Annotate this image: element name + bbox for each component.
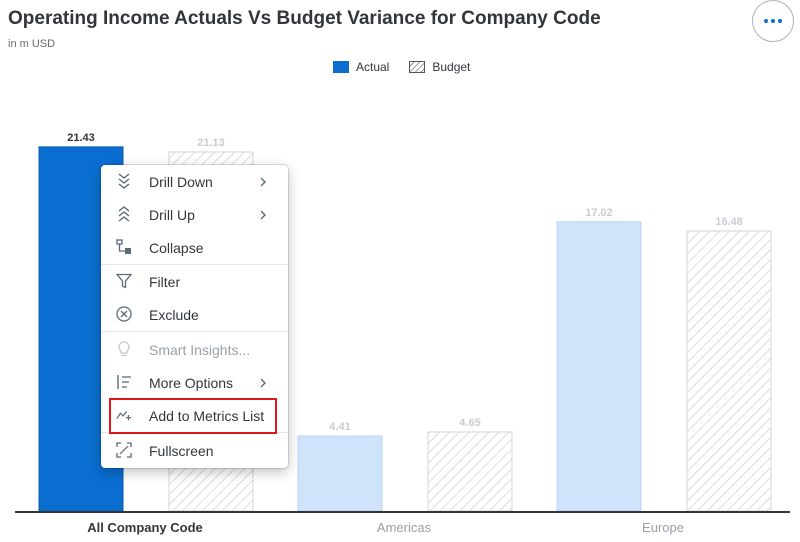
category-label-2[interactable]: Europe: [642, 520, 684, 535]
chevron-right-icon: [259, 208, 267, 220]
legend-item-budget[interactable]: Budget: [409, 60, 470, 74]
menu-item-label: Smart Insights...: [149, 341, 251, 358]
chart-title: Operating Income Actuals Vs Budget Varia…: [8, 8, 601, 29]
menu-separator: [101, 264, 288, 265]
menu-item-filter[interactable]: Filter: [101, 265, 288, 298]
menu-item-label: Add to Metrics List: [149, 407, 265, 424]
lightbulb-icon: [116, 341, 132, 357]
more-options-button[interactable]: [752, 0, 794, 42]
menu-item-label: More Options: [149, 374, 234, 391]
category-label-0[interactable]: All Company Code: [87, 520, 203, 535]
legend-item-actual[interactable]: Actual: [333, 60, 389, 74]
menu-item-fullscreen[interactable]: Fullscreen: [101, 434, 288, 467]
chart-subtitle: in m USD: [8, 38, 56, 50]
add-metric-icon: [116, 407, 132, 423]
exclude-icon: [116, 306, 132, 322]
more-options-icon: [116, 374, 132, 390]
drill-up-icon: [116, 206, 132, 222]
chevron-right-icon: [259, 175, 267, 187]
filter-icon: [116, 273, 132, 289]
menu-item-label: Fullscreen: [149, 442, 214, 459]
data-label-budget-1: 4.65: [459, 417, 480, 429]
legend-swatch-actual: [333, 61, 349, 73]
menu-separator: [101, 331, 288, 332]
menu-item-label: Exclude: [149, 306, 199, 323]
menu-item-more-options[interactable]: More Options: [101, 366, 288, 399]
menu-item-label: Drill Down: [149, 173, 213, 190]
legend-swatch-budget: [409, 61, 426, 73]
bar-actual-2[interactable]: [556, 221, 642, 512]
category-label-1[interactable]: Americas: [377, 520, 432, 535]
menu-item-label: Filter: [149, 273, 181, 290]
data-label-actual-0: 21.43: [67, 132, 95, 144]
legend-label-actual: Actual: [356, 60, 390, 74]
menu-item-label: Collapse: [149, 239, 204, 256]
menu-item-drill-up[interactable]: Drill Up: [101, 198, 288, 231]
chevron-right-icon: [259, 376, 267, 388]
menu-item-add-to-metrics-list[interactable]: Add to Metrics List: [101, 399, 288, 432]
menu-item-exclude[interactable]: Exclude: [101, 298, 288, 331]
more-horizontal-icon: [764, 19, 782, 23]
data-label-actual-1: 4.41: [329, 421, 350, 433]
data-label-budget-2: 16.48: [715, 216, 743, 228]
data-label-budget-0: 21.13: [197, 137, 225, 149]
fullscreen-icon: [116, 442, 132, 458]
drill-down-icon: [116, 173, 132, 189]
collapse-icon: [116, 239, 132, 255]
context-menu: Drill Down Drill Up Collapse Filter Exclude S…: [101, 165, 288, 468]
menu-item-label: Drill Up: [149, 206, 195, 223]
menu-item-drill-down[interactable]: Drill Down: [101, 165, 288, 198]
bar-budget-1[interactable]: [427, 431, 513, 512]
bar-actual-1[interactable]: [297, 435, 383, 512]
chart-legend: Actual Budget: [333, 60, 490, 74]
menu-item-collapse[interactable]: Collapse: [101, 231, 288, 264]
data-label-actual-2: 17.02: [585, 207, 613, 219]
legend-label-budget: Budget: [432, 60, 471, 74]
menu-item-smart-insights: Smart Insights...: [101, 333, 288, 366]
bar-budget-2[interactable]: [686, 230, 772, 512]
menu-separator: [101, 432, 288, 433]
